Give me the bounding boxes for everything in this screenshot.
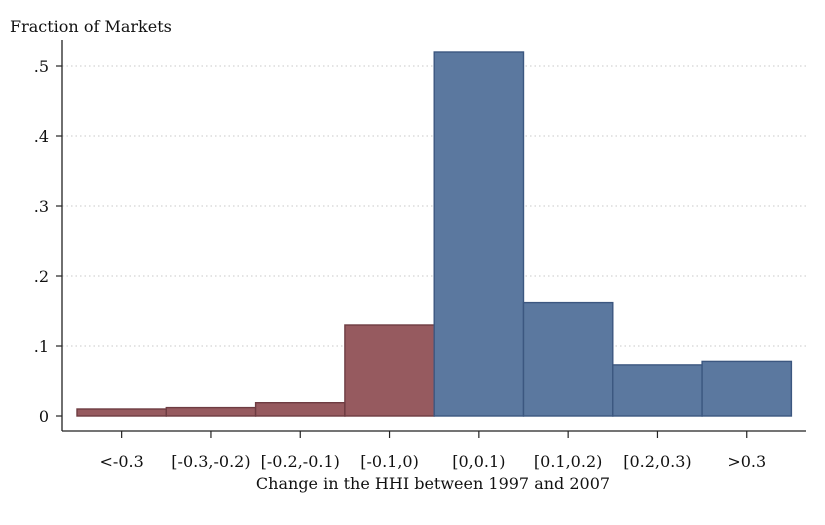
x-axis-title: Change in the HHI between 1997 and 2007 — [256, 474, 610, 493]
y-tick-label: .1 — [34, 337, 49, 356]
x-tick-label: <-0.3 — [100, 452, 144, 471]
y-tick-label: .3 — [34, 197, 49, 216]
bar — [165, 406, 257, 417]
bar — [612, 364, 703, 417]
x-tick-label: [0,0.1) — [452, 452, 505, 471]
y-tick-label: .5 — [34, 57, 49, 76]
y-axis-title: Fraction of Markets — [10, 17, 172, 36]
bar — [701, 360, 793, 417]
x-tick-label: >0.3 — [727, 452, 766, 471]
x-tick-label: [-0.1,0) — [360, 452, 419, 471]
bar — [76, 408, 168, 417]
y-tick-label: .4 — [34, 127, 49, 146]
bars — [76, 51, 793, 417]
x-tick-label: [0.2,0.3) — [623, 452, 691, 471]
x-tick-label: [-0.2,-0.1) — [261, 452, 340, 471]
bar — [433, 51, 525, 417]
x-tick-label: [-0.3,-0.2) — [171, 452, 250, 471]
x-tick-label: [0.1,0.2) — [534, 452, 602, 471]
bar — [522, 301, 614, 417]
y-tick-label: .2 — [34, 267, 49, 286]
axes — [56, 40, 806, 438]
y-tick-label: 0 — [39, 407, 49, 426]
bar — [344, 324, 435, 417]
bar — [254, 402, 346, 417]
tick-labels: 0 .1 .2 .3 .4 .5 <-0.3 [-0.3,-0.2) [-0.2,-0.1) [-… — [34, 57, 766, 471]
